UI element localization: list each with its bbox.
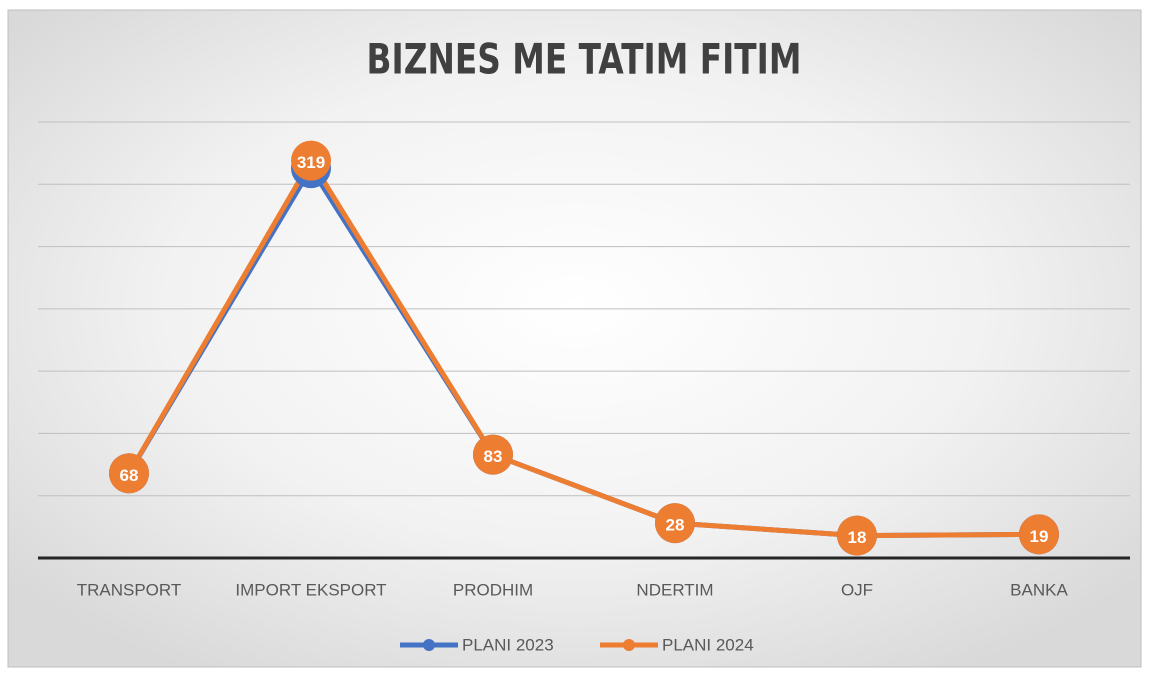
data-label: 68: [120, 466, 139, 485]
marker: [1019, 514, 1059, 555]
marker: [109, 453, 149, 494]
legend-marker: [423, 639, 435, 651]
x-tick-label: OJF: [841, 580, 873, 599]
x-tick-label: BANKA: [1010, 580, 1068, 599]
data-label: 19: [1030, 527, 1049, 546]
x-tick-label: PRODHIM: [453, 580, 533, 599]
x-tick-label: TRANSPORT: [77, 580, 182, 599]
series-line: [126, 158, 1040, 539]
legend-label: PLANI 2024: [662, 635, 754, 654]
marker: [473, 434, 513, 475]
legend-marker: [623, 639, 635, 651]
data-label: 319: [297, 153, 325, 172]
marker: [837, 515, 877, 556]
legend-label: PLANI 2023: [462, 635, 554, 654]
chart-area: [7, 9, 1142, 668]
data-label: 83: [484, 447, 503, 466]
data-label: 28: [666, 516, 685, 535]
x-tick-label: IMPORT EKSPORT: [235, 580, 386, 599]
marker: [655, 503, 695, 544]
marker: [291, 140, 331, 181]
data-label: 18: [848, 528, 867, 547]
chart-title: BIZNES ME TATIM FITIM: [367, 35, 802, 84]
x-tick-label: NDERTIM: [636, 580, 713, 599]
